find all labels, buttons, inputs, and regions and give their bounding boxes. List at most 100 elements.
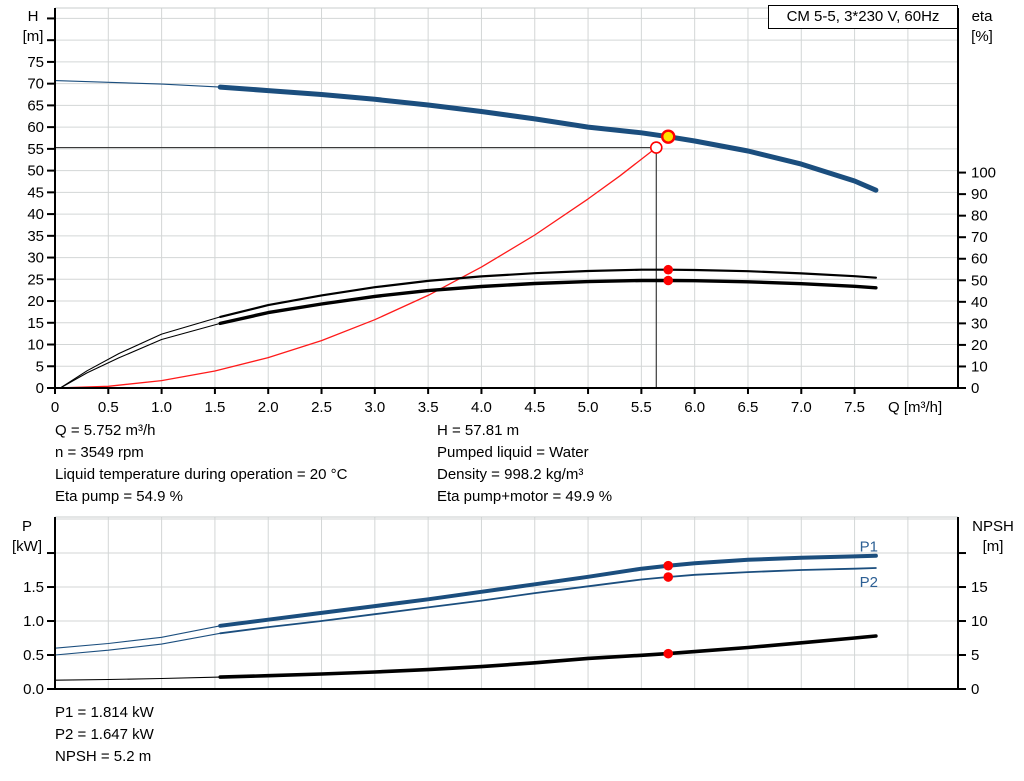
info-head: H = 57.81 m (437, 422, 520, 439)
system-curve (54, 146, 657, 389)
eta-pump-motor-curve-thick (218, 278, 878, 326)
axis-text: 7.5 (844, 399, 865, 416)
axis-text: 15 (27, 315, 44, 332)
curve-label-p2: P2 (860, 574, 878, 591)
duty-point-marker[interactable] (649, 141, 663, 154)
axis-text: 6.5 (738, 399, 759, 416)
duty-value-dot[interactable] (663, 560, 674, 571)
duty-value-dot[interactable] (663, 275, 674, 286)
gridlines (55, 7, 958, 388)
axis-text: 80 (971, 208, 988, 225)
axis-text: 60 (27, 119, 44, 136)
pump-model-label: CM 5-5, 3*230 V, 60Hz (768, 5, 958, 29)
left-axis-unit: [m] (23, 28, 44, 45)
system-curve-line (54, 146, 657, 389)
axis-text: 4.5 (524, 399, 545, 416)
axis-text: 4.0 (471, 399, 492, 416)
info-eta-pump-motor: Eta pump+motor = 49.9 % (437, 488, 613, 505)
power-data-block: P1 = 1.814 kW P2 = 1.647 kW NPSH = 5.2 m (55, 702, 154, 768)
axes (47, 8, 966, 394)
info-liquid-temperature: Liquid temperature during operation = 20… (55, 466, 348, 483)
info-speed: n = 3549 rpm (55, 444, 144, 461)
duty-value-dot[interactable] (663, 572, 674, 582)
info-eta-pump: Eta pump = 54.9 % (55, 488, 183, 505)
right-axis-title: eta (972, 8, 994, 25)
power-npsh-chart: P1 P2 0.0 0.5 1.0 1.5 0 5 10 15 P [kW] NPSH [m] (12, 516, 1014, 698)
info-density: Density = 998.2 kg/m³ (437, 466, 584, 483)
axis-text: 45 (27, 184, 44, 201)
eta-pump-motor-curve-thin (59, 322, 221, 389)
axis-text: 25 (27, 271, 44, 288)
axis-text: 10 (27, 337, 44, 354)
axis-text: 90 (971, 186, 988, 203)
axis-text: 30 (27, 250, 44, 267)
axis-text: 0 (36, 380, 44, 397)
axis-text: 30 (971, 315, 988, 332)
operating-data-right: H = 57.81 m Pumped liquid = Water Densit… (437, 420, 612, 508)
p1-curve (54, 553, 878, 649)
head-curve-thin (54, 80, 221, 88)
info-pumped-liquid: Pumped liquid = Water (437, 444, 589, 461)
operating-data-left: Q = 5.752 m³/h n = 3549 rpm Liquid tempe… (55, 420, 347, 508)
axis-text: 55 (27, 141, 44, 158)
operating-point-marker[interactable] (661, 129, 676, 144)
left-axis-title: H (28, 8, 39, 25)
npsh-curve-thin (54, 676, 221, 681)
curve-label-p1: P1 (860, 539, 878, 556)
axis-text: 0 (971, 380, 979, 397)
axis-text: 20 (27, 293, 44, 310)
head-curve (54, 80, 879, 193)
axis-text: 0.5 (98, 399, 119, 416)
axis-text: 100 (971, 165, 996, 182)
p1-curve-thick (218, 553, 878, 628)
axis-text: 65 (27, 97, 44, 114)
axis-text: 5.5 (631, 399, 652, 416)
axis-text: 5.0 (578, 399, 599, 416)
axis-text: 0 (51, 399, 59, 416)
duty-value-dot[interactable] (663, 648, 674, 659)
axis-text: 50 (971, 272, 988, 289)
duty-crosshair-lines (55, 146, 657, 388)
left-axis-title: P (22, 518, 32, 535)
axis-text: 3.0 (364, 399, 385, 416)
axis-text: 70 (971, 229, 988, 246)
info-p2: P2 = 1.647 kW (55, 726, 154, 743)
x-axis-title: Q [m³/h] (888, 399, 942, 416)
axis-text: 35 (27, 228, 44, 245)
axis-text: 60 (971, 251, 988, 268)
axis-text: 0 (971, 681, 979, 698)
npsh-curve (54, 634, 878, 681)
axis-text: 15 (971, 579, 988, 596)
axis-text: 2.5 (311, 399, 332, 416)
axis-text: 6.0 (684, 399, 705, 416)
info-npsh: NPSH = 5.2 m (55, 748, 152, 765)
axis-text: 7.0 (791, 399, 812, 416)
axis-text: 3.5 (418, 399, 439, 416)
head-curve-thick (217, 84, 879, 193)
right-axis-title: NPSH (972, 518, 1014, 535)
axis-text: 10 (971, 613, 988, 630)
axis-text: 40 (971, 294, 988, 311)
info-p1: P1 = 1.814 kW (55, 704, 154, 721)
axis-text: 1.0 (151, 399, 172, 416)
axis-text: 1.0 (23, 613, 44, 630)
eta-pump-motor-curve (59, 278, 878, 389)
right-axis-unit: [m] (983, 538, 1004, 555)
p2-curve-thin (54, 632, 221, 656)
axis-text: 0.5 (23, 647, 44, 664)
p2-curve (54, 567, 877, 656)
axes (47, 517, 966, 690)
axis-text: 70 (27, 76, 44, 93)
axis-text: 1.5 (204, 399, 225, 416)
axis-text: 5 (36, 358, 44, 375)
left-axis-unit: [kW] (12, 538, 42, 555)
eta-pump-curve-thick (219, 268, 877, 318)
axis-text: 1.5 (23, 579, 44, 596)
p2-curve-thick (219, 567, 877, 635)
eta-pump-curve-thin (59, 316, 221, 389)
right-axis-unit: [%] (971, 28, 993, 45)
p1-curve-thin (54, 625, 221, 649)
duty-value-dot[interactable] (663, 264, 674, 275)
